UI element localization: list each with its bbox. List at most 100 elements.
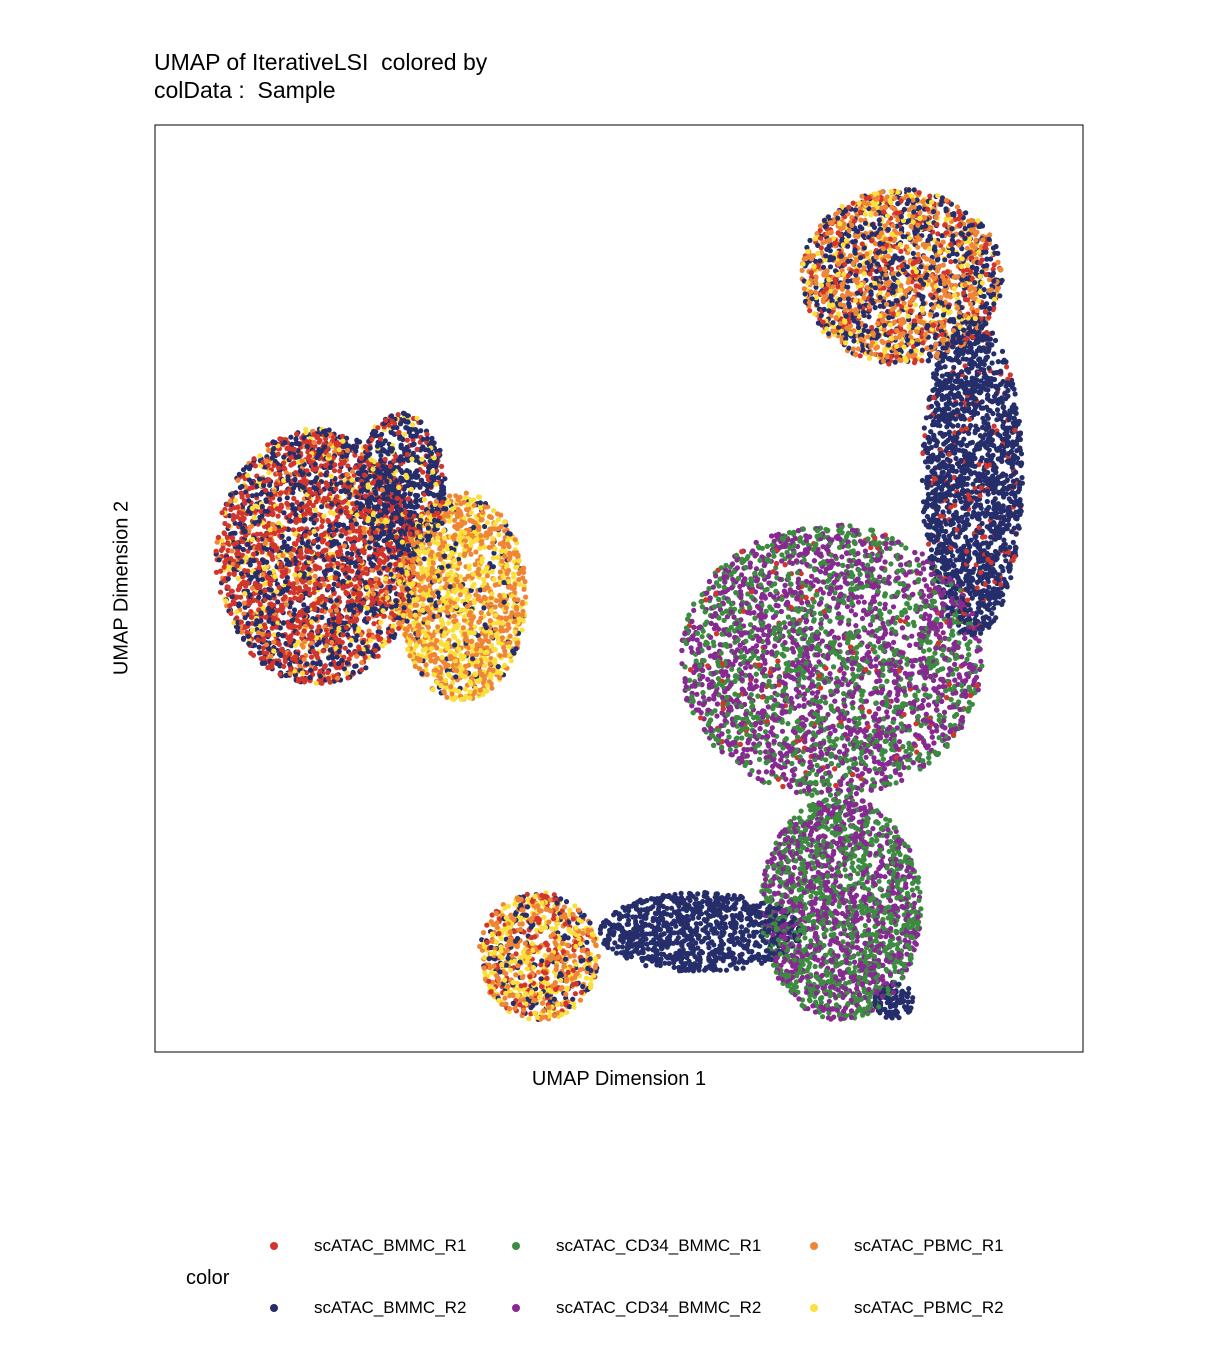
scatter-point bbox=[985, 387, 991, 393]
scatter-point bbox=[929, 729, 935, 735]
scatter-point bbox=[480, 930, 487, 936]
scatter-point bbox=[495, 517, 501, 523]
scatter-point bbox=[876, 866, 882, 872]
scatter-point bbox=[762, 660, 768, 666]
scatter-point bbox=[925, 464, 931, 470]
scatter-point bbox=[507, 633, 513, 639]
scatter-point bbox=[1008, 575, 1014, 581]
scatter-point bbox=[540, 1000, 546, 1006]
scatter-point bbox=[904, 615, 910, 621]
scatter-point bbox=[954, 204, 961, 210]
scatter-point bbox=[926, 541, 932, 547]
scatter-point bbox=[577, 997, 584, 1003]
chart-title: UMAP of IterativeLSI colored by colData … bbox=[154, 48, 487, 104]
scatter-point bbox=[757, 749, 763, 756]
scatter-point bbox=[438, 648, 444, 654]
scatter-point bbox=[978, 658, 984, 664]
scatter-point bbox=[645, 946, 651, 952]
scatter-point bbox=[231, 571, 237, 578]
scatter-point bbox=[920, 697, 927, 704]
scatter-point bbox=[242, 615, 248, 621]
scatter-point bbox=[563, 899, 570, 905]
scatter-point bbox=[867, 862, 873, 868]
scatter-point bbox=[891, 639, 897, 646]
chart-title-line-1: UMAP of IterativeLSI colored by bbox=[154, 49, 488, 75]
scatter-point bbox=[850, 200, 856, 206]
scatter-point bbox=[985, 469, 991, 476]
scatter-point bbox=[740, 965, 746, 971]
scatter-point bbox=[481, 605, 487, 611]
scatter-point bbox=[418, 419, 424, 425]
scatter-point bbox=[919, 477, 926, 484]
scatter-point bbox=[256, 644, 262, 650]
scatter-point bbox=[847, 875, 854, 882]
scatter-point bbox=[914, 885, 920, 891]
scatter-point bbox=[703, 910, 709, 916]
scatter-point bbox=[920, 560, 926, 566]
scatter-point bbox=[311, 538, 317, 545]
scatter-point bbox=[911, 947, 917, 953]
scatter-point bbox=[551, 996, 558, 1002]
scatter-point bbox=[468, 551, 474, 557]
scatter-point bbox=[1009, 464, 1015, 470]
scatter-point bbox=[852, 612, 859, 618]
scatter-point bbox=[823, 757, 829, 763]
scatter-point bbox=[362, 538, 368, 544]
scatter-point bbox=[532, 934, 538, 940]
scatter-point bbox=[528, 1011, 534, 1017]
chart-title-line-2: colData : Sample bbox=[154, 77, 336, 103]
scatter-point bbox=[954, 666, 960, 672]
scatter-point bbox=[905, 621, 911, 627]
scatter-point bbox=[521, 586, 527, 592]
scatter-point bbox=[742, 665, 749, 671]
scatter-point bbox=[706, 945, 712, 951]
scatter-point bbox=[789, 646, 795, 652]
scatter-point bbox=[523, 594, 529, 600]
scatter-point bbox=[915, 251, 921, 257]
scatter-point bbox=[332, 449, 338, 455]
scatter-point bbox=[999, 399, 1005, 405]
scatter-point bbox=[846, 233, 852, 239]
scatter-point bbox=[943, 521, 949, 527]
scatter-point bbox=[877, 574, 883, 580]
scatter-point bbox=[835, 561, 841, 567]
scatter-point bbox=[785, 721, 791, 727]
scatter-point bbox=[991, 296, 998, 303]
scatter-point bbox=[847, 891, 853, 897]
scatter-point bbox=[911, 892, 917, 898]
scatter-point bbox=[484, 922, 490, 928]
scatter-point bbox=[614, 950, 620, 956]
scatter-point bbox=[847, 842, 853, 848]
scatter-point bbox=[906, 986, 912, 992]
scatter-point bbox=[843, 873, 849, 879]
scatter-point bbox=[862, 548, 869, 554]
scatter-point bbox=[852, 959, 858, 965]
scatter-point bbox=[882, 874, 888, 880]
scatter-point bbox=[751, 922, 757, 928]
scatter-point bbox=[371, 621, 377, 627]
scatter-point bbox=[909, 633, 915, 639]
scatter-point bbox=[755, 693, 761, 699]
scatter-point bbox=[850, 700, 856, 706]
scatter-point bbox=[762, 876, 769, 883]
scatter-point bbox=[710, 639, 717, 645]
scatter-point bbox=[312, 573, 318, 579]
scatter-point bbox=[765, 573, 771, 580]
scatter-point bbox=[327, 608, 333, 614]
scatter-point bbox=[421, 556, 427, 562]
scatter-point bbox=[747, 622, 754, 628]
scatter-point bbox=[502, 995, 508, 1001]
scatter-point bbox=[846, 717, 852, 724]
scatter-point bbox=[352, 452, 358, 458]
scatter-point bbox=[801, 696, 807, 702]
scatter-point bbox=[445, 590, 451, 596]
scatter-point bbox=[344, 614, 350, 620]
scatter-point bbox=[473, 549, 479, 555]
scatter-point bbox=[935, 668, 941, 674]
scatter-point bbox=[909, 887, 915, 893]
scatter-point bbox=[947, 722, 954, 729]
scatter-point bbox=[926, 755, 932, 761]
scatter-point bbox=[446, 518, 452, 524]
scatter-point bbox=[874, 627, 880, 634]
